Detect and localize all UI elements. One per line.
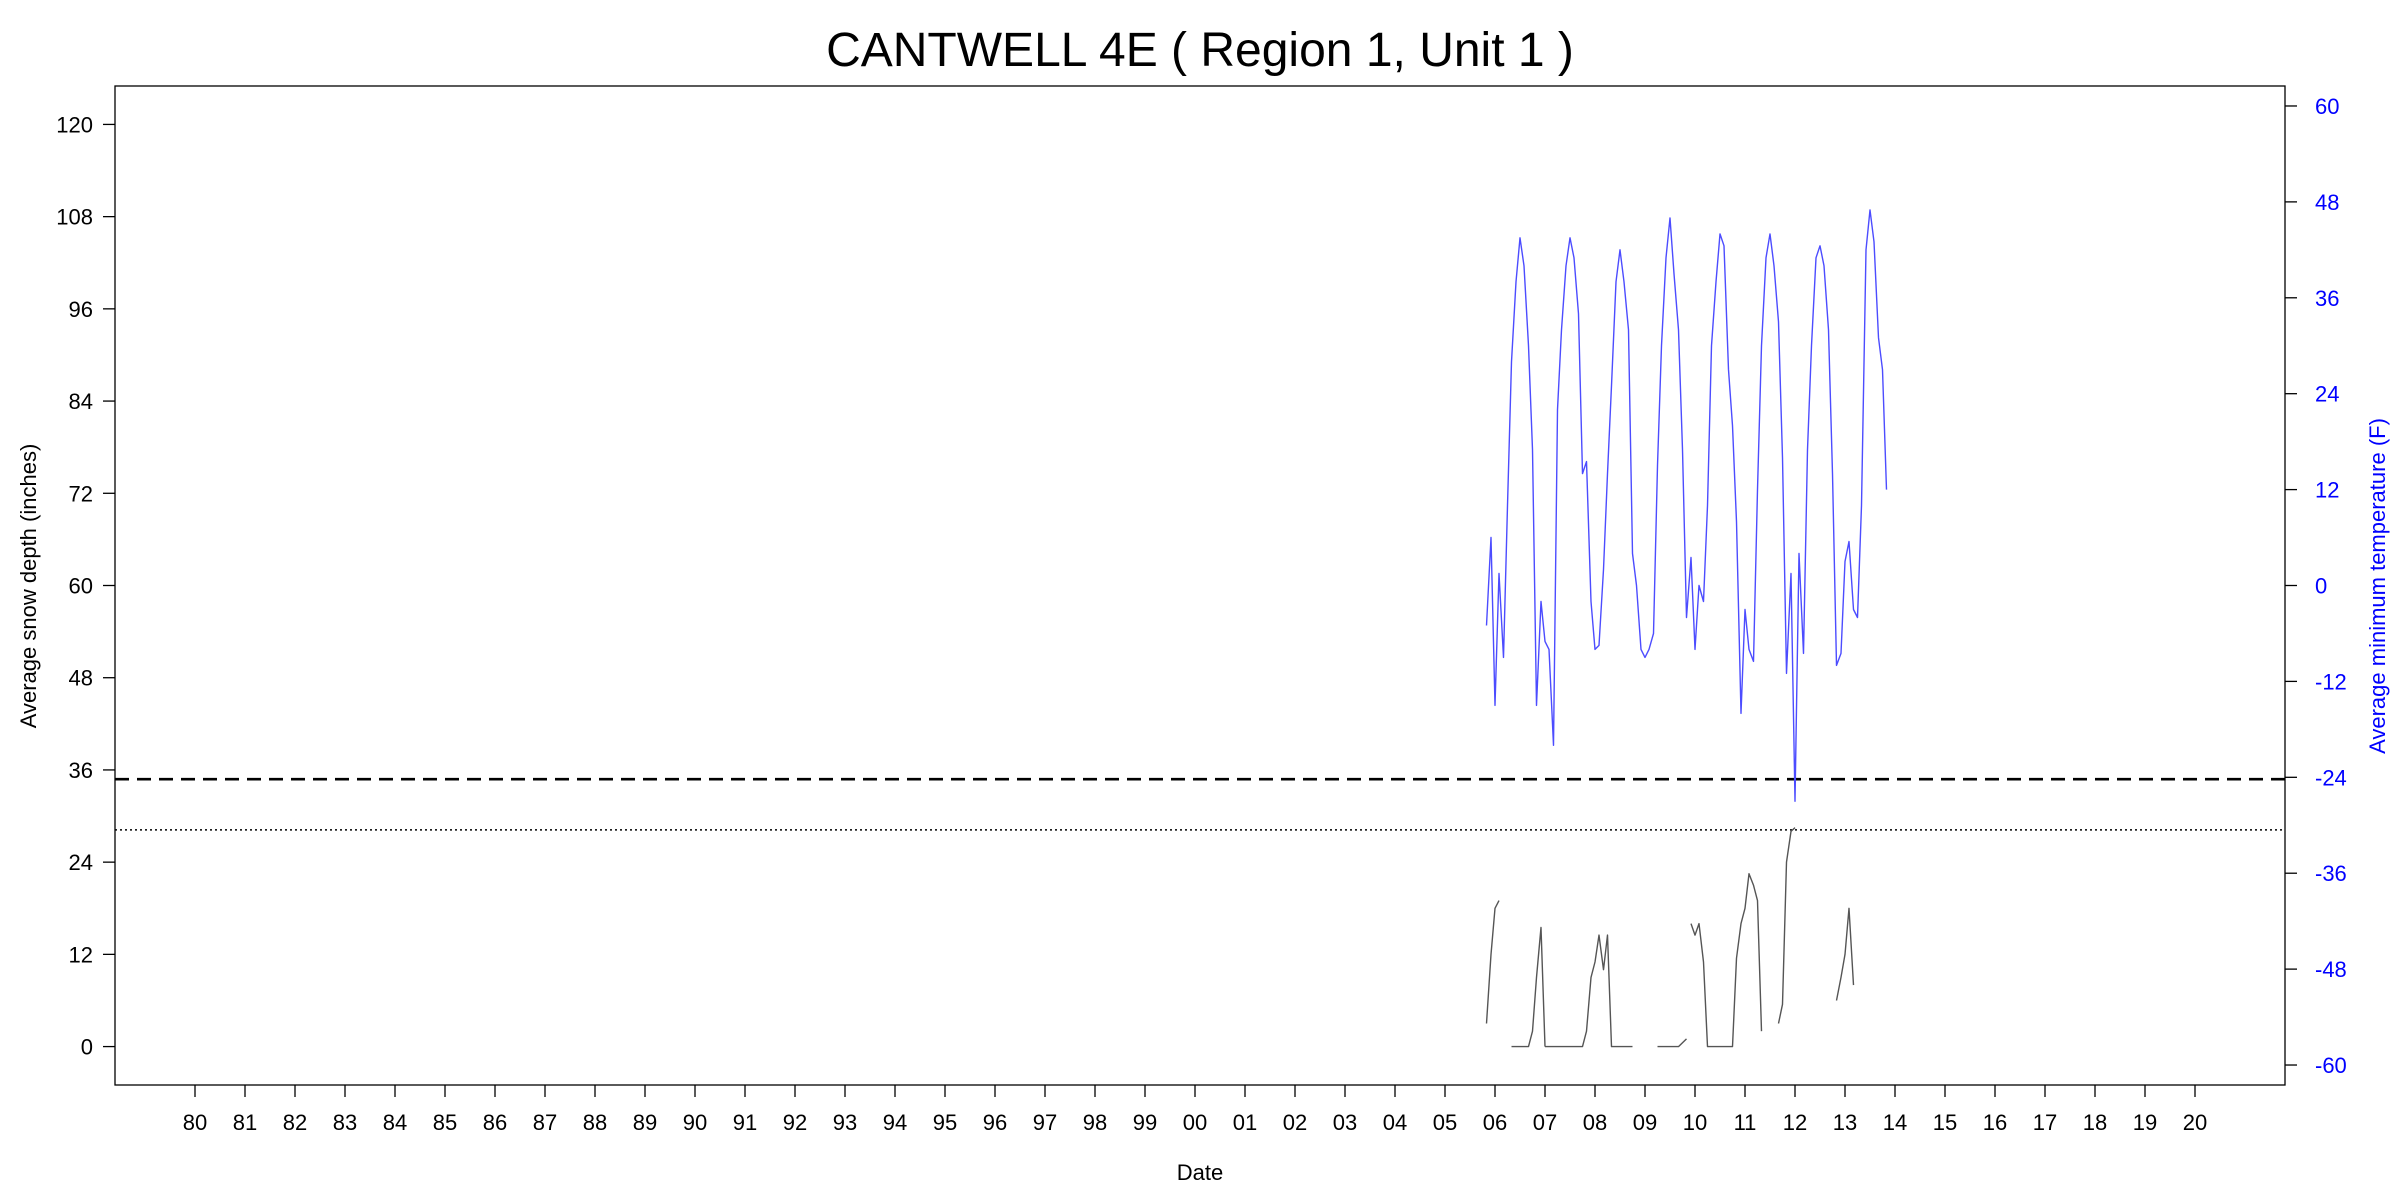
x-tick-label: 14 bbox=[1883, 1110, 1907, 1135]
x-tick-label: 95 bbox=[933, 1110, 957, 1135]
temperature-series-line bbox=[1485, 209, 1888, 802]
snow-depth-series-line bbox=[1657, 1038, 1687, 1048]
x-tick-label: 81 bbox=[233, 1110, 257, 1135]
x-tick-label: 88 bbox=[583, 1110, 607, 1135]
x-tick-label: 18 bbox=[2083, 1110, 2107, 1135]
x-tick-label: 90 bbox=[683, 1110, 707, 1135]
x-tick-label: 89 bbox=[633, 1110, 657, 1135]
y2-tick-label: 0 bbox=[2315, 574, 2327, 599]
left-axis: 0 12 24 36 48 60 72 84 96 108 120 bbox=[56, 112, 115, 1060]
y2-tick-label: -48 bbox=[2315, 957, 2347, 982]
y2-tick-label: 60 bbox=[2315, 94, 2339, 119]
y2-axis-title: Average minimum temperature (F) bbox=[2365, 418, 2390, 754]
x-tick-label: 91 bbox=[733, 1110, 757, 1135]
snow-depth-series-line bbox=[1777, 827, 1796, 1024]
x-tick-label: 82 bbox=[283, 1110, 307, 1135]
y2-tick-label: 48 bbox=[2315, 190, 2339, 215]
y2-tick-label: 24 bbox=[2315, 382, 2339, 407]
y-tick-label: 84 bbox=[69, 389, 93, 414]
y2-tick-label: 12 bbox=[2315, 478, 2339, 503]
y2-tick-label: -12 bbox=[2315, 669, 2347, 694]
x-tick-label: 83 bbox=[333, 1110, 357, 1135]
y-tick-label: 60 bbox=[69, 574, 93, 599]
x-tick-label: 96 bbox=[983, 1110, 1007, 1135]
x-tick-label: 93 bbox=[833, 1110, 857, 1135]
y-tick-label: 36 bbox=[69, 758, 93, 783]
y-tick-label: 0 bbox=[81, 1035, 93, 1060]
x-tick-label: 86 bbox=[483, 1110, 507, 1135]
x-tick-label: 16 bbox=[1983, 1110, 2007, 1135]
y-axis-title: Average snow depth (inches) bbox=[16, 444, 41, 729]
x-tick-label: 01 bbox=[1233, 1110, 1257, 1135]
x-tick-label: 97 bbox=[1033, 1110, 1057, 1135]
y2-tick-label: -60 bbox=[2315, 1053, 2347, 1078]
snow-depth-series-line bbox=[1835, 907, 1855, 1001]
x-tick-label: 10 bbox=[1683, 1110, 1707, 1135]
x-tick-label: 94 bbox=[883, 1110, 907, 1135]
x-tick-label: 99 bbox=[1133, 1110, 1157, 1135]
x-axis: 80 81 82 83 84 85 86 87 88 89 90 91 92 93 94 95 96 97 98 99… bbox=[183, 1085, 2207, 1135]
y-tick-label: 12 bbox=[69, 942, 93, 967]
y2-tick-label: -36 bbox=[2315, 861, 2347, 886]
x-tick-label: 02 bbox=[1283, 1110, 1307, 1135]
x-tick-label: 19 bbox=[2133, 1110, 2157, 1135]
x-tick-label: 07 bbox=[1533, 1110, 1557, 1135]
x-tick-label: 00 bbox=[1183, 1110, 1207, 1135]
y-tick-label: 108 bbox=[56, 205, 93, 230]
x-tick-label: 05 bbox=[1433, 1110, 1457, 1135]
y-tick-label: 120 bbox=[56, 112, 93, 137]
x-tick-label: 12 bbox=[1783, 1110, 1807, 1135]
x-tick-label: 84 bbox=[383, 1110, 407, 1135]
x-tick-label: 08 bbox=[1583, 1110, 1607, 1135]
y-tick-label: 24 bbox=[69, 850, 93, 875]
x-tick-label: 11 bbox=[1734, 1110, 1757, 1135]
x-tick-label: 85 bbox=[433, 1110, 457, 1135]
y-tick-label: 72 bbox=[69, 481, 93, 506]
x-tick-label: 17 bbox=[2033, 1110, 2057, 1135]
x-tick-label: 15 bbox=[1933, 1110, 1957, 1135]
chart-title: CANTWELL 4E ( Region 1, Unit 1 ) bbox=[826, 24, 1574, 77]
x-tick-label: 03 bbox=[1333, 1110, 1357, 1135]
snow-depth-series-line bbox=[1545, 934, 1633, 1048]
x-tick-label: 04 bbox=[1383, 1110, 1407, 1135]
plot-frame bbox=[114, 85, 2286, 1086]
right-axis: -60 -48 -36 -24 -12 0 12 24 36 48 60 bbox=[2285, 94, 2347, 1078]
x-tick-label: 20 bbox=[2183, 1110, 2207, 1135]
y-tick-label: 48 bbox=[69, 666, 93, 691]
series-layer bbox=[1485, 209, 1888, 1048]
x-tick-label: 06 bbox=[1483, 1110, 1507, 1135]
x-tick-label: 09 bbox=[1633, 1110, 1657, 1135]
reference-lines bbox=[115, 777, 2285, 831]
x-tick-label: 92 bbox=[783, 1110, 807, 1135]
x-tick-label: 87 bbox=[533, 1110, 557, 1135]
y2-tick-label: -24 bbox=[2315, 765, 2347, 790]
snow-depth-series-line bbox=[1690, 873, 1763, 1048]
y-tick-label: 96 bbox=[69, 297, 93, 322]
snow-depth-series-line bbox=[1485, 900, 1500, 1024]
x-tick-label: 13 bbox=[1833, 1110, 1857, 1135]
x-tick-label: 80 bbox=[183, 1110, 207, 1135]
y2-tick-label: 36 bbox=[2315, 286, 2339, 311]
x-axis-title: Date bbox=[1177, 1160, 1223, 1185]
snow-depth-series-line bbox=[1511, 926, 1546, 1048]
x-tick-label: 98 bbox=[1083, 1110, 1107, 1135]
